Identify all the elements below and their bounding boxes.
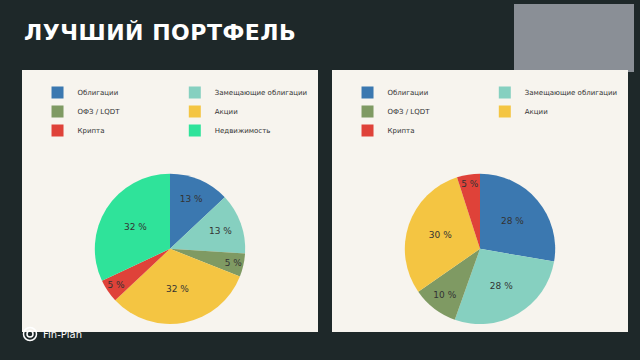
svg-text:Акции: Акции (215, 108, 238, 116)
svg-text:Акции: Акции (525, 108, 548, 116)
html-text:Fin-Plan: Fin-Plan (43, 328, 82, 340)
svg-text:Замещающие облигации: Замещающие облигации (525, 89, 617, 97)
svg-text:32 %: 32 % (166, 284, 189, 294)
svg-text:30 %: 30 % (429, 230, 452, 240)
svg-text:5 %: 5 % (107, 280, 125, 290)
svg-text:5 %: 5 % (461, 179, 479, 189)
svg-text:Крипта: Крипта (388, 127, 415, 135)
svg-text:ОФЗ / LQDT: ОФЗ / LQDT (388, 108, 431, 116)
svg-text:ОФЗ / LQDT: ОФЗ / LQDT (78, 108, 121, 116)
svg-text:28 %: 28 % (501, 216, 524, 226)
svg-text:Облигации: Облигации (78, 89, 119, 97)
svg-text:Облигации: Облигации (388, 89, 429, 97)
svg-text:32 %: 32 % (124, 222, 147, 232)
html-text:ЛУЧШИЙ ПОРТФЕЛЬ: ЛУЧШИЙ ПОРТФЕЛЬ (24, 20, 297, 45)
svg-text:5 %: 5 % (225, 258, 243, 268)
svg-text:Крипта: Крипта (78, 127, 105, 135)
svg-text:Недвижимость: Недвижимость (215, 127, 271, 135)
svg-text:13 %: 13 % (180, 194, 203, 204)
svg-text:10 %: 10 % (433, 290, 456, 300)
svg-text:28 %: 28 % (490, 281, 513, 291)
svg-text:Замещающие облигации: Замещающие облигации (215, 89, 307, 97)
svg-text:13 %: 13 % (209, 226, 232, 236)
